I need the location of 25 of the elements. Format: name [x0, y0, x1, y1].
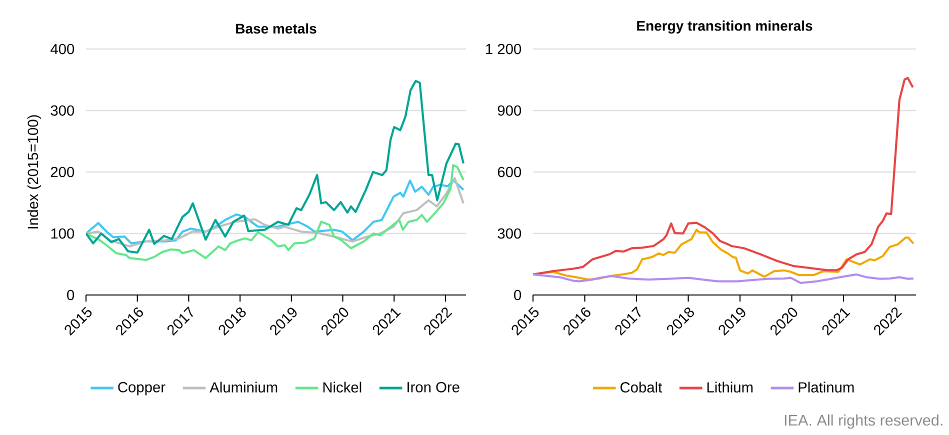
- chart-title: Base metals: [236, 23, 316, 34]
- y-tick-label: 200: [50, 166, 74, 178]
- legend-label: Copper: [118, 382, 166, 396]
- y-tick-label: 300: [498, 228, 522, 239]
- y-tick-label: 300: [50, 105, 74, 116]
- line-series: [86, 80, 465, 254]
- y-tick-label: 400: [50, 44, 74, 54]
- line-series: [533, 273, 914, 284]
- y-tick-label: 1 200: [486, 44, 522, 54]
- y-tick-label: 600: [498, 166, 522, 178]
- y-tick-label: 0: [67, 290, 74, 300]
- chart-title: Energy transition minerals: [637, 20, 812, 34]
- y-tick-label: 900: [498, 105, 522, 116]
- legend-label: Lithium: [707, 382, 753, 393]
- y-axis-title: Index (2015=100): [27, 115, 42, 228]
- legend-label: Platinum: [798, 382, 854, 393]
- y-tick-label: 100: [51, 228, 74, 239]
- y-tick-label: 0: [514, 290, 522, 300]
- legend-label: Aluminium: [210, 382, 278, 393]
- legend-label: Iron Ore: [408, 382, 460, 392]
- text: IEA. All rights reserved.: [784, 414, 942, 429]
- legend-label: Nickel: [323, 382, 362, 393]
- legend-label: Cobalt: [620, 382, 662, 393]
- line-series: [533, 76, 914, 276]
- line-series: [86, 164, 465, 262]
